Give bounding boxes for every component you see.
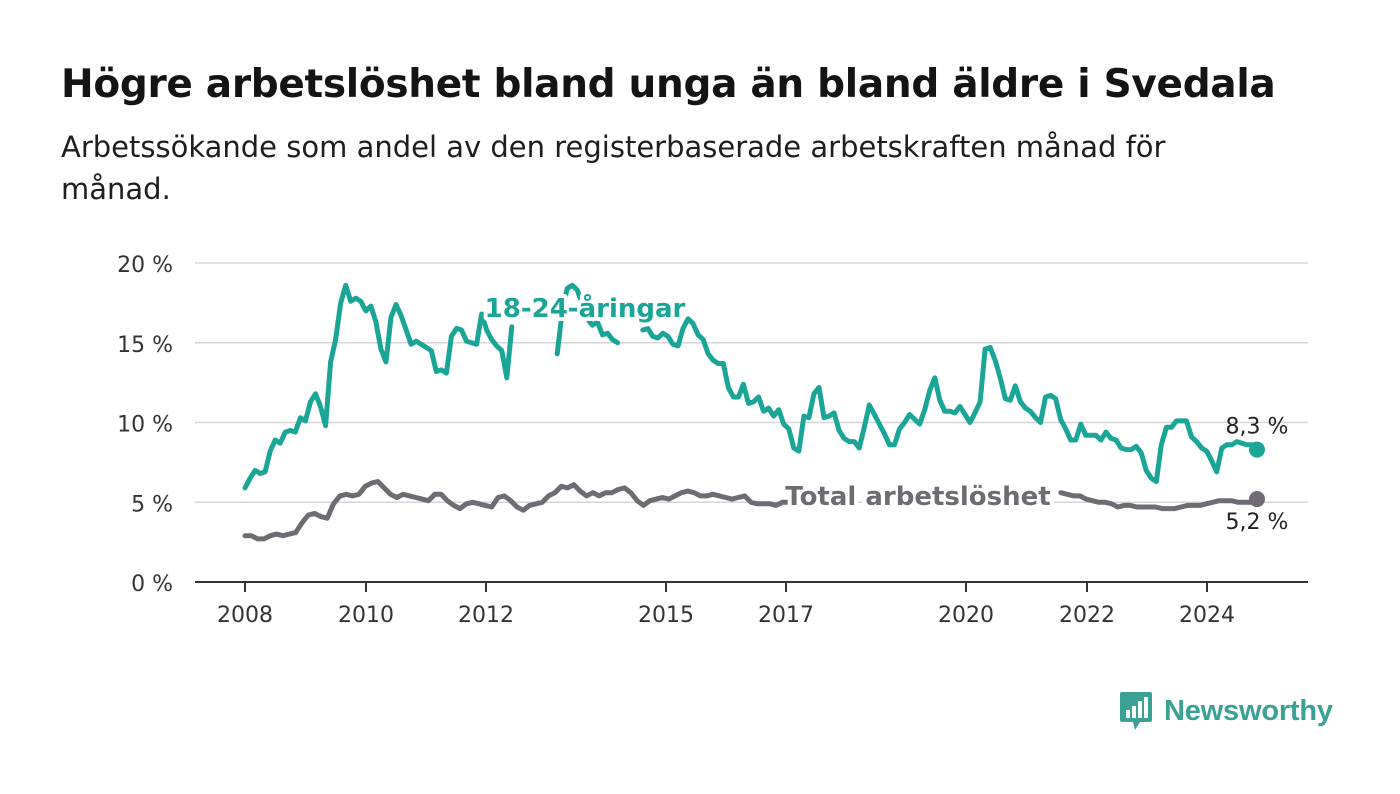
series-labels: 8,3 %5,2 %18-24-åringar18-24-åringarTota… xyxy=(481,288,1289,535)
x-tick-label: 2008 xyxy=(217,603,273,628)
total-end-label: 5,2 % xyxy=(1226,510,1289,535)
x-tick-label: 2012 xyxy=(458,603,514,628)
youth-series-name: 18-24-åringar xyxy=(485,292,686,324)
chart-bubble-icon xyxy=(1120,692,1152,730)
y-tick-label: 5 % xyxy=(131,492,173,517)
youth-end-label: 8,3 % xyxy=(1226,415,1289,440)
chart-subtitle: Arbetssökande som andel av den registerb… xyxy=(61,130,1166,206)
x-axis: 2008 2010 2012 2015 2017 2020 2022 2024 xyxy=(195,581,1308,628)
x-tick-label: 2015 xyxy=(638,603,694,628)
total-series-name-halo: Total arbetslöshet xyxy=(785,482,1050,512)
x-tick-label: 2017 xyxy=(758,603,814,628)
series-lines xyxy=(242,282,1265,542)
total-series-name: Total arbetslöshet xyxy=(785,482,1050,512)
brand-name: Newsworthy xyxy=(1164,694,1333,727)
y-tick-label: 15 % xyxy=(117,333,173,358)
youth-end-marker xyxy=(1249,441,1265,458)
youth-series-name-halo: 18-24-åringar xyxy=(485,292,686,324)
total-end-marker xyxy=(1249,491,1265,508)
total-series-line xyxy=(242,479,798,542)
x-tick-label: 2020 xyxy=(938,603,994,628)
x-tick-label: 2010 xyxy=(338,603,394,628)
newsworthy-logo: Newsworthy xyxy=(1118,690,1333,732)
youth-series-line xyxy=(640,316,1260,484)
y-tick-label: 10 % xyxy=(117,413,173,438)
chart-title: Högre arbetslöshet bland unga än bland ä… xyxy=(61,62,1276,107)
youth-series-line xyxy=(554,282,621,357)
x-tick-label: 2024 xyxy=(1179,603,1235,628)
x-tick-label: 2022 xyxy=(1059,603,1115,628)
y-tick-label: 20 % xyxy=(117,253,173,278)
grid-lines xyxy=(195,262,1308,503)
youth-series-line xyxy=(242,282,515,491)
y-tick-label: 0 % xyxy=(131,572,173,597)
y-axis-tick-labels: 0 % 5 % 10 % 15 % 20 % xyxy=(117,253,173,597)
total-series-line xyxy=(1058,490,1260,512)
